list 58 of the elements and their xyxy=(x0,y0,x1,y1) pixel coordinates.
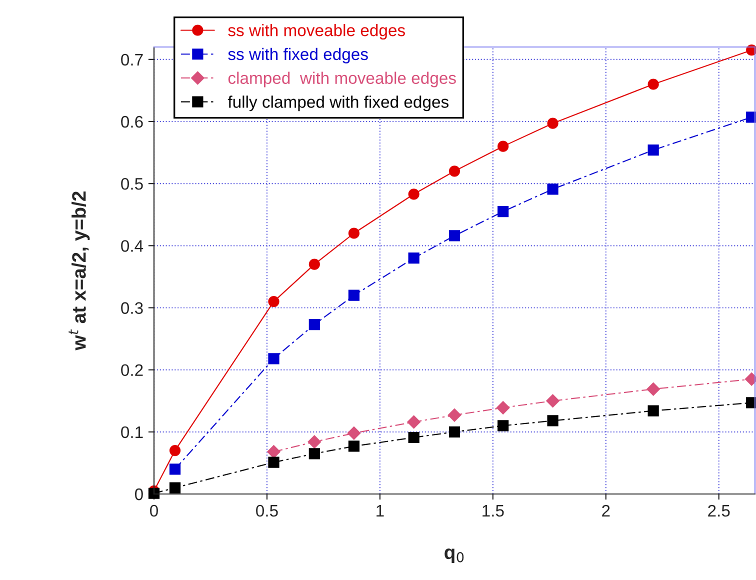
y-axis-title: w$^{t}$ at x=a/2, y=b/2 xyxy=(68,192,90,350)
point xyxy=(498,206,509,218)
y-tick-label: 0.5 xyxy=(121,178,143,190)
x-tick-label: 2 xyxy=(602,504,610,516)
x-tick-label: 1 xyxy=(376,505,384,516)
point xyxy=(746,397,756,408)
point xyxy=(308,318,320,330)
point xyxy=(496,401,510,414)
point xyxy=(448,426,460,438)
point xyxy=(348,228,360,239)
point xyxy=(407,415,420,429)
point xyxy=(408,188,420,200)
y-tick-label: 0.4 xyxy=(121,240,144,252)
point xyxy=(347,426,361,440)
point xyxy=(308,435,322,448)
point xyxy=(648,78,659,90)
x-tick-label: 1.5 xyxy=(482,505,504,517)
point xyxy=(308,258,320,270)
point xyxy=(648,144,659,156)
legend-label: ss with moveable edges xyxy=(228,24,405,40)
point xyxy=(498,140,509,152)
point xyxy=(268,296,280,308)
point xyxy=(148,488,160,499)
point xyxy=(648,405,659,416)
y-tick-label: 0.2 xyxy=(121,364,143,376)
point xyxy=(646,382,660,396)
point xyxy=(546,394,560,408)
point xyxy=(308,448,320,460)
x-tick-label: 0 xyxy=(150,504,158,517)
y-tick-label: 0 xyxy=(134,488,143,500)
x-tick-label: 0.5 xyxy=(256,504,278,517)
x-tick-label: 2.5 xyxy=(708,504,730,517)
point xyxy=(348,290,360,301)
point xyxy=(547,184,558,195)
point xyxy=(408,432,420,444)
point xyxy=(448,166,460,177)
point xyxy=(547,415,558,426)
point xyxy=(267,445,280,458)
point xyxy=(746,112,756,123)
point xyxy=(169,482,181,494)
legend-label: fully clamped with fixed edges xyxy=(228,96,448,112)
legend-label: ss with fixed edges xyxy=(228,48,368,64)
y-tick-label: 0.7 xyxy=(121,54,143,66)
point xyxy=(169,464,181,475)
point xyxy=(348,440,360,452)
y-tick-label: 0.6 xyxy=(121,116,143,128)
point xyxy=(498,420,509,432)
point xyxy=(448,408,462,422)
y-tick-label: 0.3 xyxy=(121,302,143,314)
point xyxy=(547,118,558,129)
point xyxy=(408,252,420,264)
x-axis-title: q$_{0}$ xyxy=(444,548,464,564)
legend-label: clamped with moveable edges xyxy=(228,72,456,88)
y-tick-label: 0.1 xyxy=(121,426,143,438)
point xyxy=(448,230,460,242)
point xyxy=(169,444,181,456)
point xyxy=(268,353,280,364)
point xyxy=(268,456,280,468)
